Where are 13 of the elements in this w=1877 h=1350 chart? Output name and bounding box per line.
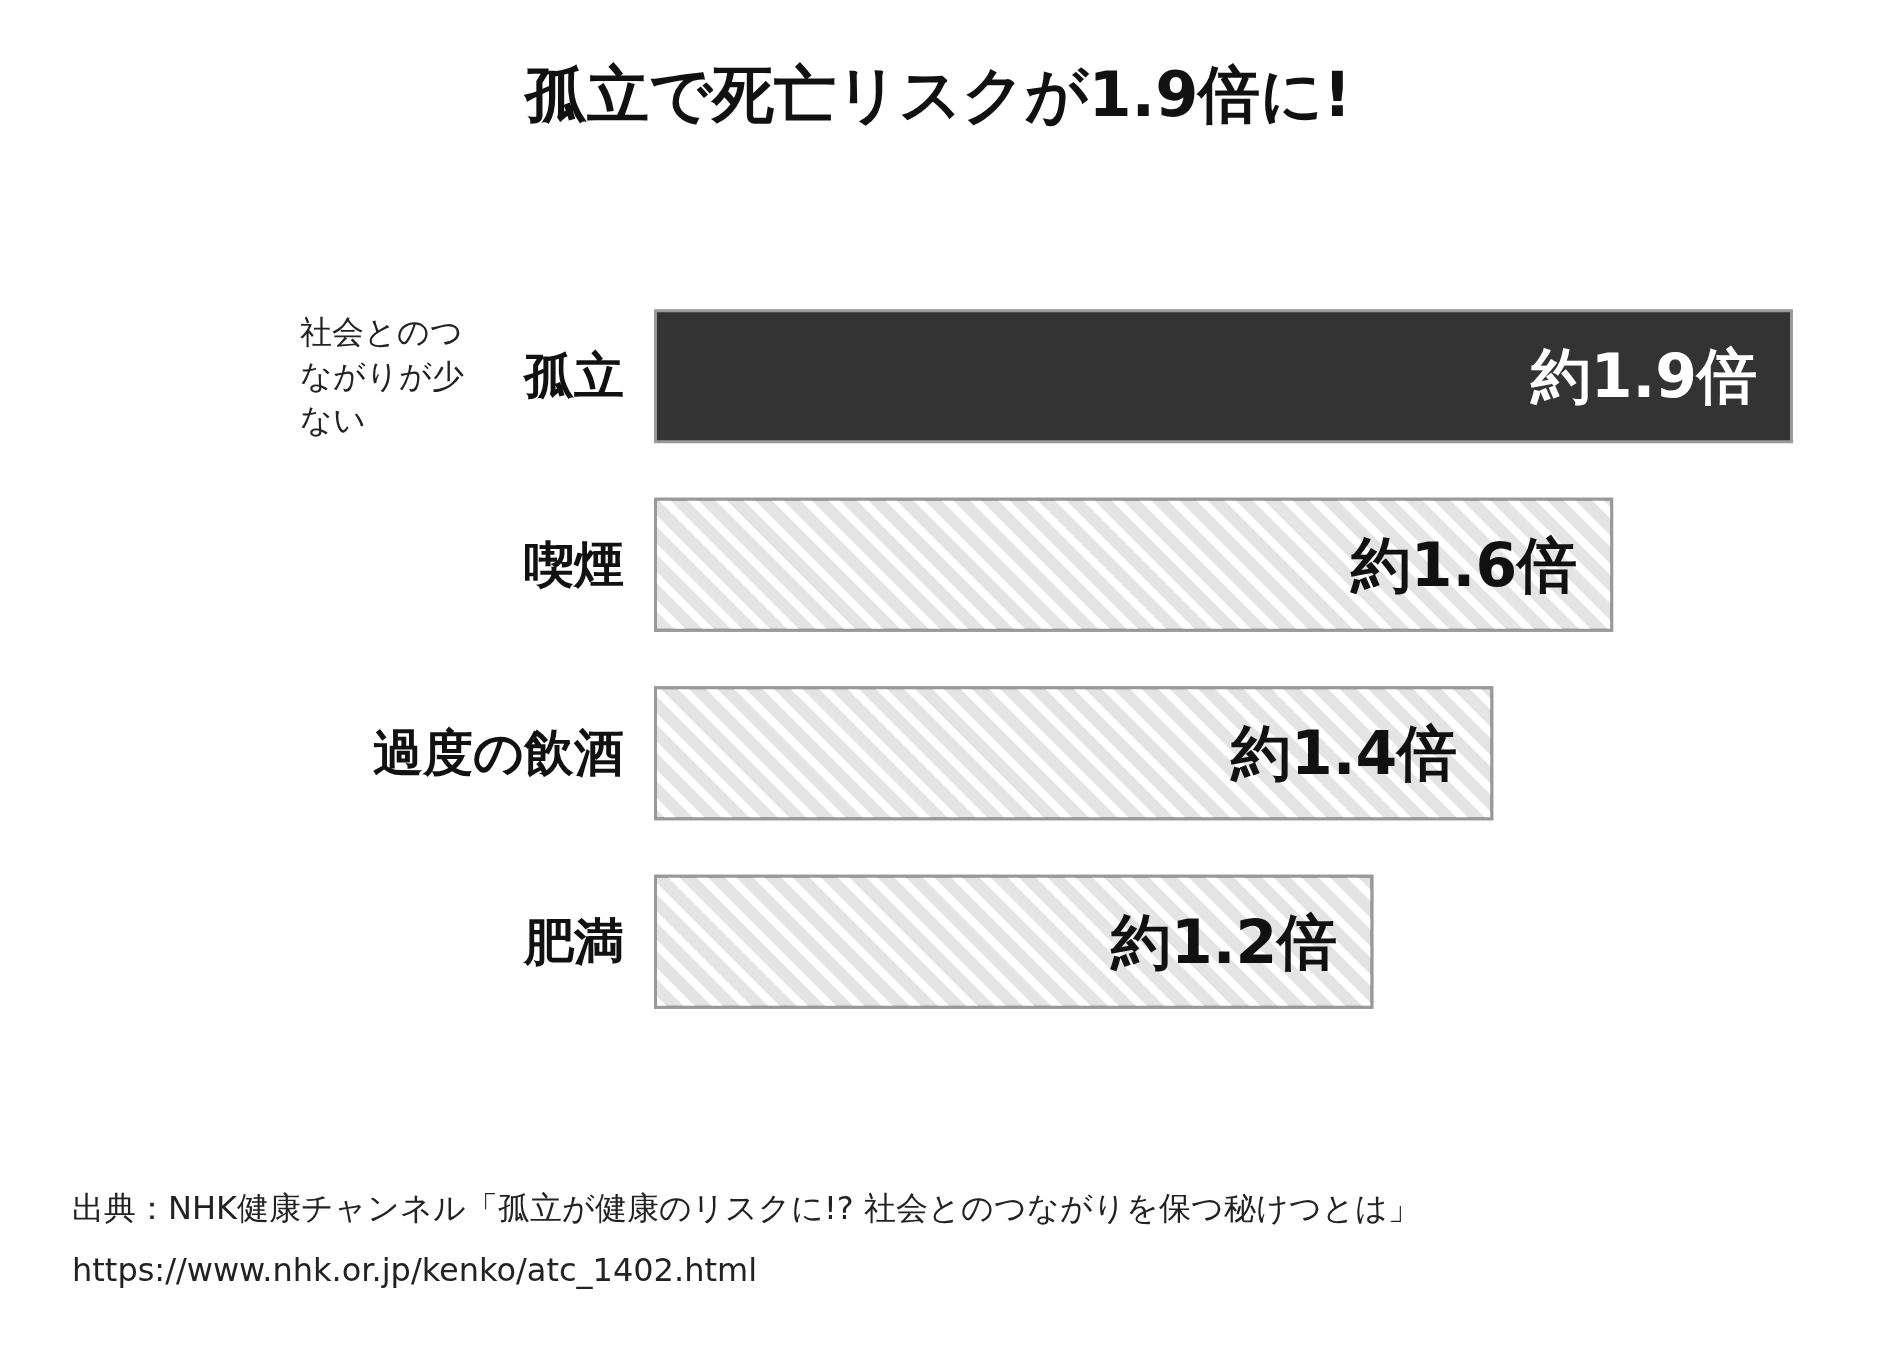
data-label: 約1.9倍 xyxy=(1529,341,1757,412)
y-tick-label: 過度の飲酒 xyxy=(373,724,624,783)
y-tick-label: 肥満 xyxy=(522,912,624,971)
data-label: 約1.6倍 xyxy=(1349,529,1578,600)
data-label: 約1.4倍 xyxy=(1229,718,1458,789)
data-label: 約1.2倍 xyxy=(1110,906,1338,977)
y-tick-label: 喫煙 xyxy=(524,535,624,594)
text: https://www.nhk.or.jp/kenko/atc_1402.html xyxy=(72,1251,758,1289)
source-note: 出典：NHK健康チャンネル「孤立が健康のリスクに!? 社会とのつながりを保つ秘けつとは」 xyxy=(72,1189,1420,1227)
y-tick-label: 孤立 xyxy=(522,347,624,406)
bar xyxy=(654,309,1793,444)
text: 社会とのつながりが少ない xyxy=(300,313,464,439)
chart-title: 孤立で死亡リスクが1.9倍に! xyxy=(523,57,1352,131)
